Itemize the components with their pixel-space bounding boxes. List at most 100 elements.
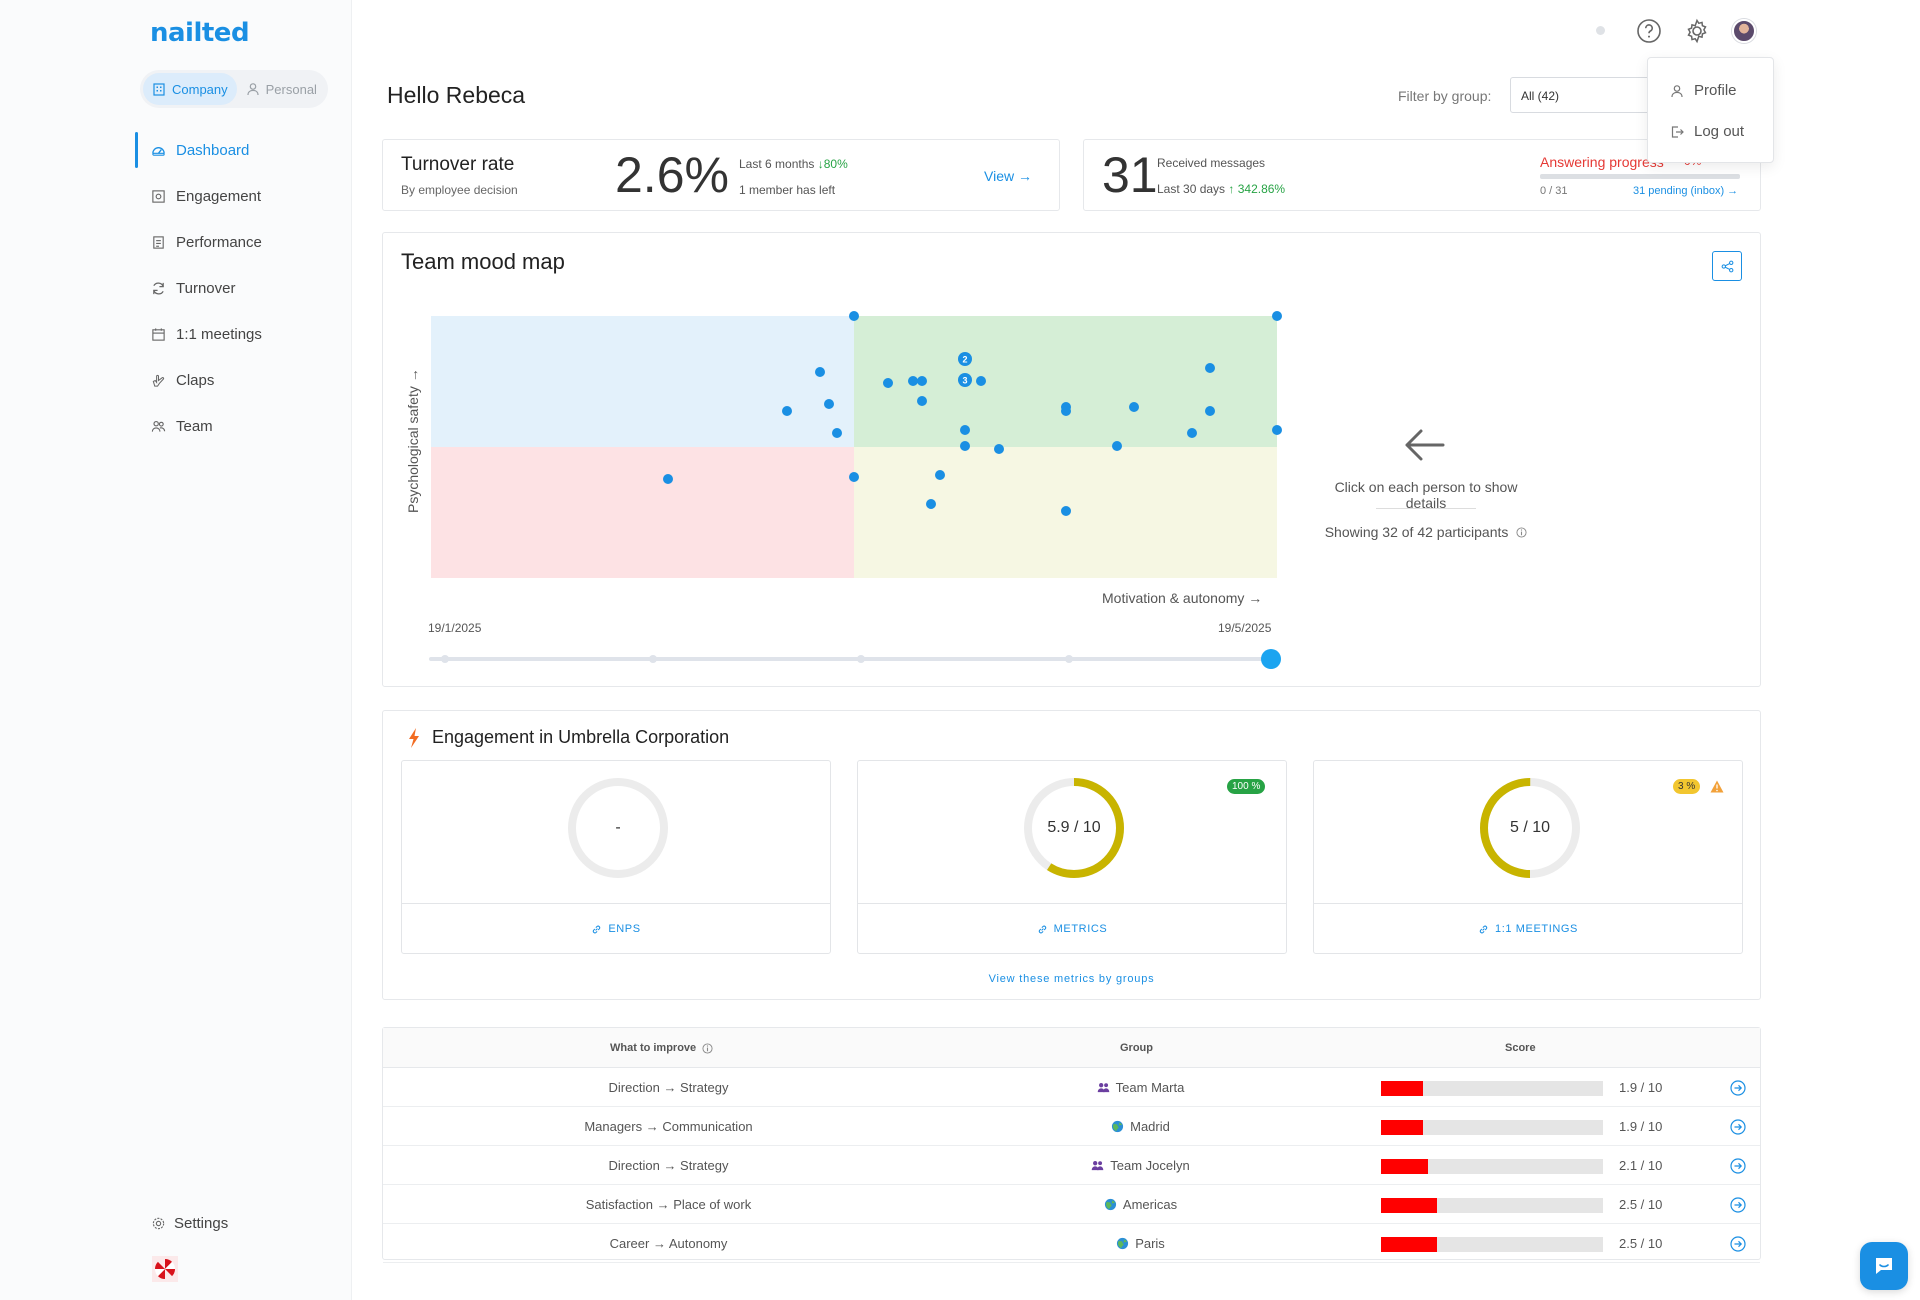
sidebar-item-meetings[interactable]: 1:1 meetings <box>135 311 335 357</box>
view-by-groups-link[interactable]: View these metrics by groups <box>988 973 1155 985</box>
company-toggle[interactable]: Company <box>143 73 237 105</box>
link-icon <box>1479 925 1488 933</box>
person-dot[interactable] <box>917 396 927 406</box>
personal-toggle[interactable]: Personal <box>237 73 326 105</box>
sidebar-item-dashboard[interactable]: Dashboard <box>135 127 335 173</box>
improve-item: Managers → Communication <box>584 1119 753 1134</box>
person-dot[interactable] <box>1061 506 1071 516</box>
person-dot[interactable] <box>663 474 673 484</box>
info-icon[interactable] <box>1516 527 1527 538</box>
sidebar-item-turnover[interactable]: Turnover <box>135 265 335 311</box>
person-dot[interactable] <box>960 425 970 435</box>
divider <box>1376 508 1476 509</box>
table-row[interactable]: Managers → Communication Madrid 1.9 / 10 <box>383 1107 1760 1146</box>
person-dot[interactable] <box>815 367 825 377</box>
person-dot[interactable] <box>908 376 918 386</box>
table-row[interactable]: Direction → Strategy Team Jocelyn 2.1 / 10 <box>383 1146 1760 1185</box>
group-cell: Team Marta <box>998 1080 1283 1095</box>
score-bar-fill <box>1381 1198 1437 1213</box>
person-dot[interactable] <box>1129 402 1139 412</box>
turnover-card: Turnover rate By employee decision 2.6% … <box>382 139 1060 211</box>
sidebar-item-performance[interactable]: Performance <box>135 219 335 265</box>
person-cluster-dot[interactable] <box>958 352 972 366</box>
user-menu: Profile Log out <box>1647 57 1774 163</box>
person-dot[interactable] <box>926 499 936 509</box>
person-dot[interactable] <box>1205 406 1215 416</box>
person-dot[interactable] <box>1187 428 1197 438</box>
menu-item-logout[interactable]: Log out <box>1670 123 1744 140</box>
group-filter-select[interactable]: All (42) <box>1510 77 1670 113</box>
meetings-link[interactable]: 1:1 MEETINGS <box>1314 903 1742 954</box>
company-logo-icon[interactable] <box>152 1256 178 1282</box>
metrics-card[interactable]: 5.9 / 10 100 % METRICS <box>857 760 1287 954</box>
slider-step[interactable] <box>1065 655 1073 663</box>
person-dot[interactable] <box>883 378 893 388</box>
metrics-link[interactable]: METRICS <box>858 903 1286 954</box>
answering-progress-label: Answering progress <box>1540 154 1664 170</box>
person-dot[interactable] <box>976 376 986 386</box>
notification-dot[interactable] <box>1596 26 1605 35</box>
person-dot[interactable] <box>832 428 842 438</box>
table-row[interactable]: Direction → Strategy Team Marta 1.9 / 10 <box>383 1068 1760 1107</box>
group-cell: Madrid <box>998 1119 1283 1134</box>
arrow-right-circle-icon[interactable] <box>1730 1236 1746 1252</box>
score-bar-fill <box>1381 1237 1437 1252</box>
person-dot[interactable] <box>824 399 834 409</box>
person-dot[interactable] <box>782 406 792 416</box>
person-dot[interactable] <box>1112 441 1122 451</box>
slider-step[interactable] <box>857 655 865 663</box>
answering-progress-count: 0 / 31 <box>1540 185 1568 197</box>
person-dot[interactable] <box>849 311 859 321</box>
mood-map-title: Team mood map <box>401 249 565 274</box>
person-dot[interactable] <box>849 472 859 482</box>
sidebar-item-engagement[interactable]: Engagement <box>135 173 335 219</box>
slider-step[interactable] <box>649 655 657 663</box>
sidebar-item-team[interactable]: Team <box>135 403 335 449</box>
arrow-right-circle-icon[interactable] <box>1730 1119 1746 1135</box>
pending-inbox-link[interactable]: 31 pending (inbox) → <box>1633 185 1739 197</box>
sidebar-item-settings[interactable]: Settings <box>151 1215 228 1232</box>
enps-link[interactable]: ENPS <box>402 903 830 954</box>
group-cell: Paris <box>998 1236 1283 1251</box>
mood-map-card: 2 3 Te <box>382 232 1761 687</box>
person-dot[interactable] <box>1205 363 1215 373</box>
person-cluster-dot[interactable] <box>958 373 972 387</box>
score-bar-fill <box>1381 1120 1424 1135</box>
person-dot[interactable] <box>917 376 927 386</box>
app-logo[interactable]: nailted <box>150 18 250 48</box>
mood-map-hint: Click on each person to show details <box>1334 479 1518 511</box>
table-row[interactable]: Satisfaction → Place of work Americas 2.5 … <box>383 1185 1760 1224</box>
person-dot[interactable] <box>994 444 1004 454</box>
lightning-icon <box>409 728 419 748</box>
engagement-card: Engagement in Umbrella Corporation - ENP… <box>382 710 1761 1000</box>
improve-item: Satisfaction → Place of work <box>585 1197 752 1212</box>
person-dot[interactable] <box>1272 425 1282 435</box>
meetings-card[interactable]: 5 / 10 3 % 1:1 MEETINGS <box>1313 760 1743 954</box>
arrow-right-circle-icon[interactable] <box>1730 1197 1746 1213</box>
warning-icon[interactable] <box>1710 780 1724 793</box>
person-dot[interactable] <box>1061 406 1071 416</box>
column-header-group: Group <box>1120 1042 1153 1054</box>
arrow-right-circle-icon[interactable] <box>1730 1080 1746 1096</box>
turnover-view-link[interactable]: View → <box>984 168 1032 184</box>
menu-item-profile[interactable]: Profile <box>1670 82 1737 99</box>
enps-card[interactable]: - ENPS <box>401 760 831 954</box>
person-dot[interactable] <box>1272 311 1282 321</box>
sidebar-item-claps[interactable]: Claps <box>135 357 335 403</box>
help-icon[interactable] <box>1636 18 1662 44</box>
chat-button[interactable] <box>1860 1242 1908 1290</box>
participants-count: Showing 32 of 42 participants <box>1313 524 1539 540</box>
arrow-right-circle-icon[interactable] <box>1730 1158 1746 1174</box>
gear-icon[interactable] <box>1684 18 1710 44</box>
info-icon[interactable] <box>702 1042 713 1054</box>
date-slider[interactable] <box>429 649 1281 669</box>
user-avatar[interactable] <box>1732 19 1756 43</box>
metrics-ring <box>1024 778 1124 878</box>
table-row[interactable]: Career → Autonomy Paris 2.5 / 10 <box>383 1224 1760 1263</box>
person-dot[interactable] <box>935 470 945 480</box>
group-name: Madrid <box>1130 1119 1170 1134</box>
person-dot[interactable] <box>960 441 970 451</box>
share-button[interactable] <box>1712 251 1742 281</box>
slider-handle[interactable] <box>1261 649 1281 669</box>
slider-step[interactable] <box>441 655 449 663</box>
